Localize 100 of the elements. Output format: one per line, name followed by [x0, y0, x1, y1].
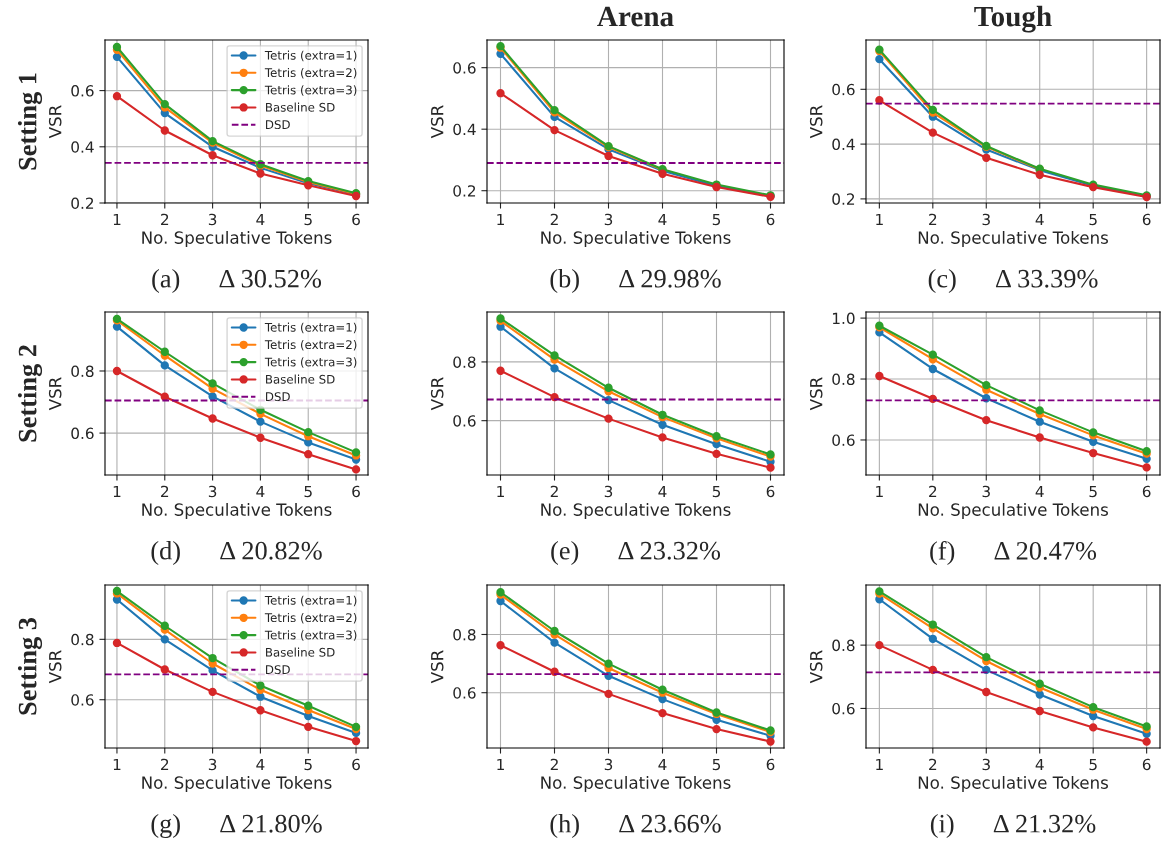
- y-tick-label: 0.6: [71, 694, 94, 706]
- point: [160, 665, 169, 674]
- point: [496, 89, 505, 98]
- x-tick-label: 2: [161, 485, 169, 498]
- y-tick-label: 0.8: [453, 628, 476, 641]
- text: (h) Δ 23.66%: [550, 814, 721, 838]
- point: [112, 638, 122, 648]
- x-tick-label: 2: [929, 213, 937, 226]
- text: (e) Δ 23.32%: [551, 541, 721, 565]
- point: [160, 635, 169, 644]
- x-tick-label: 2: [550, 213, 558, 226]
- y-axis-title: VSR: [809, 377, 823, 411]
- y-tick-label: 0.4: [453, 123, 476, 136]
- x-tick-label: 2: [550, 758, 558, 771]
- point: [928, 620, 937, 629]
- x-axis-title: No. Speculative Tokens: [142, 230, 332, 248]
- legend-label: Baseline SD: [266, 374, 335, 384]
- y-tick-label: 0.6: [453, 415, 476, 427]
- x-tick-label: 3: [604, 485, 613, 498]
- legend-label: Baseline SD: [266, 647, 335, 657]
- x-tick-label: 6: [766, 485, 775, 498]
- point: [1142, 737, 1151, 746]
- point: [550, 626, 559, 636]
- x-tick-label: 5: [1089, 758, 1097, 771]
- point: [256, 692, 265, 701]
- point: [256, 169, 265, 178]
- point: [928, 350, 937, 359]
- y-tick-label: 0.8: [71, 633, 94, 646]
- legend-label: Tetris (extra=1): [264, 50, 357, 62]
- x-tick-label: 3: [208, 213, 217, 226]
- point: [256, 681, 265, 690]
- point: [256, 417, 265, 426]
- text: (g) Δ 21.80%: [151, 814, 322, 838]
- x-tick-label: 5: [712, 213, 721, 226]
- point: [256, 706, 265, 715]
- chart-title: Tough: [974, 5, 1052, 33]
- x-tick-label: 3: [982, 485, 990, 498]
- x-axis-title: No. Speculative Tokens: [142, 502, 332, 520]
- y-axis-title: VSR: [809, 650, 823, 684]
- point: [1035, 679, 1044, 688]
- point: [604, 151, 613, 161]
- point: [351, 465, 361, 474]
- x-tick-label: 6: [1142, 758, 1151, 771]
- x-tick-label: 1: [876, 485, 883, 498]
- x-tick-label: 5: [304, 213, 312, 226]
- x-tick-label: 6: [352, 213, 360, 226]
- text: (a) Δ 30.52%: [152, 269, 322, 293]
- y-tick-label: 0.2: [832, 193, 855, 205]
- legend-label: Tetris (extra=1): [264, 322, 357, 334]
- point: [1142, 463, 1151, 472]
- x-tick-label: 1: [497, 758, 504, 771]
- x-tick-label: 6: [766, 213, 775, 226]
- legend-label: Tetris (extra=1): [264, 595, 357, 607]
- point: [604, 414, 613, 423]
- point: [982, 653, 991, 662]
- point: [1035, 170, 1044, 179]
- ref-line-label: DSD: [266, 392, 290, 402]
- point: [766, 463, 775, 472]
- point: [928, 634, 937, 643]
- point: [160, 621, 169, 630]
- x-tick-label: 6: [1142, 213, 1151, 226]
- y-axis-title: VSR: [48, 650, 62, 684]
- text: Setting 2: [17, 345, 43, 442]
- text: (c) Δ 33.39%: [928, 269, 1098, 293]
- y-tick-label: 0.6: [71, 427, 94, 440]
- x-tick-label: 2: [161, 758, 169, 771]
- point: [1035, 406, 1044, 415]
- point: [160, 126, 169, 135]
- x-tick-label: 4: [256, 213, 265, 226]
- x-tick-label: 5: [712, 485, 721, 498]
- point: [208, 151, 217, 160]
- legend-label: Tetris (extra=3): [264, 85, 357, 96]
- point: [160, 361, 169, 370]
- point: [1035, 690, 1044, 699]
- point: [550, 364, 559, 373]
- y-tick-label: 0.6: [832, 702, 855, 715]
- point: [982, 153, 991, 162]
- y-tick-label: 0.2: [71, 197, 94, 210]
- point: [604, 383, 613, 392]
- point: [112, 92, 122, 101]
- point: [256, 433, 265, 442]
- point: [982, 415, 991, 425]
- x-tick-label: 1: [497, 485, 504, 498]
- point: [304, 701, 313, 710]
- legend-label: DSD: [266, 120, 290, 130]
- x-tick-label: 2: [161, 213, 169, 226]
- text: (i) Δ 21.32%: [930, 814, 1096, 838]
- y-tick-label: 0.8: [832, 373, 855, 386]
- point: [604, 659, 613, 668]
- y-tick-label: 0.8: [453, 356, 476, 368]
- x-tick-label: 3: [604, 758, 613, 771]
- point: [712, 449, 721, 459]
- y-axis-title: VSR: [430, 377, 444, 411]
- x-tick-label: 1: [876, 758, 883, 771]
- x-tick-label: 2: [929, 758, 937, 771]
- x-axis-title: No. Speculative Tokens: [918, 230, 1108, 248]
- point: [304, 722, 313, 732]
- point: [112, 366, 122, 376]
- x-tick-label: 3: [208, 485, 217, 498]
- point: [550, 125, 559, 135]
